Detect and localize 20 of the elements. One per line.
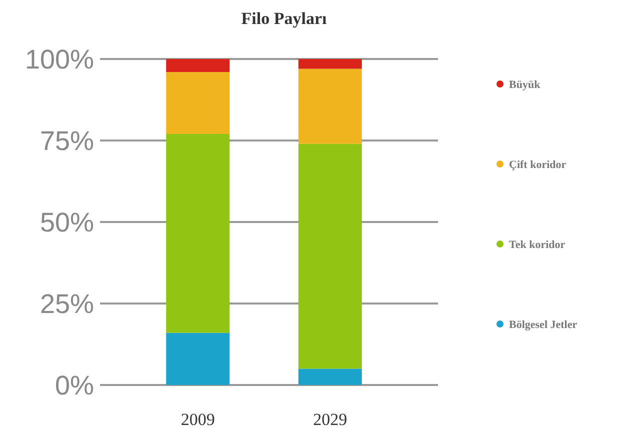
legend-label: Tek koridor xyxy=(509,238,566,251)
y-tick-label: 50% xyxy=(40,207,94,238)
bar xyxy=(166,59,230,72)
bar xyxy=(166,332,230,385)
bar xyxy=(298,368,362,385)
bar xyxy=(166,134,230,333)
chart-title: Filo Payları xyxy=(241,9,327,28)
y-tick-label: 0% xyxy=(54,370,94,400)
legend-label: Çift koridor xyxy=(509,158,566,171)
bar xyxy=(298,144,362,369)
y-tick-label: 100% xyxy=(24,44,94,74)
legend-label: Bölgesel Jetler xyxy=(509,318,578,331)
y-tick-label: 25% xyxy=(40,288,94,319)
x-tick-label: 2009 xyxy=(180,410,215,429)
x-tick-label: 2029 xyxy=(313,410,348,429)
y-tick-label: 75% xyxy=(40,126,94,156)
bar xyxy=(298,68,362,144)
bar xyxy=(166,72,230,134)
bar xyxy=(298,59,362,69)
legend-label: Büyük xyxy=(509,78,542,91)
